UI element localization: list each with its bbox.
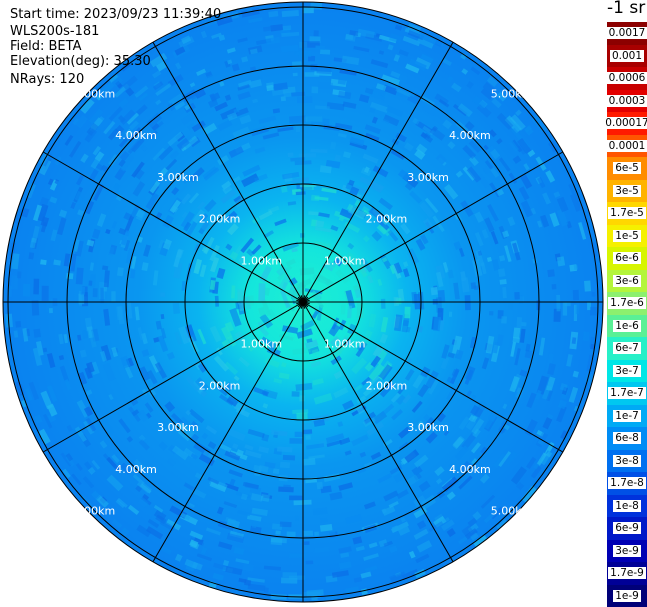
range-ring-label: 1.00km xyxy=(324,254,366,267)
azimuth-spokes xyxy=(3,2,603,602)
colorbar-level: 1.7e-7 xyxy=(607,382,647,405)
colorbar-level: 3e-6 xyxy=(607,269,647,292)
colorbar-level-label: 1e-9 xyxy=(613,589,641,602)
range-ring-label: 2.00km xyxy=(199,379,241,392)
colorbar-level: 3e-5 xyxy=(607,179,647,202)
range-ring-label: 3.00km xyxy=(157,171,199,184)
colorbar-level: 1.7e-5 xyxy=(607,202,647,225)
colorbar-level: 1e-9 xyxy=(607,584,647,607)
colorbar-level-label: 1e-6 xyxy=(613,319,641,332)
colorbar-level-label: 0.0001 xyxy=(606,139,647,152)
colorbar-level: 6e-9 xyxy=(607,517,647,540)
colorbar-level-label: 3e-5 xyxy=(613,184,641,197)
colorbar-level-label: 3e-9 xyxy=(613,544,641,557)
range-ring-label: 2.00km xyxy=(199,213,241,226)
colorbar-level: 1.7e-8 xyxy=(607,472,647,495)
colorbar-level: 0.0003 xyxy=(606,89,647,112)
colorbar-level-label: 0.0006 xyxy=(606,72,647,85)
colorbar-level: 0.0001 xyxy=(606,134,647,157)
range-ring-label: 1.00km xyxy=(324,338,366,351)
colorbar-level: 1e-8 xyxy=(607,494,647,517)
range-ring-label: 1.00km xyxy=(241,338,283,351)
colorbar-level-label: 1.7e-9 xyxy=(608,567,646,580)
colorbar-level-label: 1e-7 xyxy=(613,409,641,422)
range-ring-label: 3.00km xyxy=(407,171,449,184)
range-ring-label: 4.00km xyxy=(449,463,491,476)
center-marker xyxy=(300,295,306,309)
colorbar-level: 1.7e-6 xyxy=(607,292,647,315)
colorbar-level-label: 0.0003 xyxy=(606,94,647,107)
field-name: Field: BETA xyxy=(10,39,82,54)
range-ring-label: 3.00km xyxy=(407,421,449,434)
nrays: NRays: 120 xyxy=(10,72,85,87)
start-time: Start time: 2023/09/23 11:39:40 xyxy=(10,7,222,22)
colorbar-level: 3e-8 xyxy=(607,449,647,472)
colorbar-level-label: 1e-5 xyxy=(613,229,641,242)
range-ring-label: 5.00km xyxy=(74,505,116,518)
colorbar-level-label: 3e-8 xyxy=(613,454,641,467)
range-ring-label: 4.00km xyxy=(449,129,491,142)
colorbar-level: 6e-6 xyxy=(607,247,647,270)
colorbar-level-label: 1.7e-5 xyxy=(608,207,646,220)
range-ring-label: 5.00km xyxy=(74,87,116,100)
elevation: Elevation(deg): 35.30 xyxy=(10,54,151,69)
colorbar-level-label: 1.7e-7 xyxy=(608,387,646,400)
colorbar-level: 1e-6 xyxy=(607,314,647,337)
colorbar-level: 1e-5 xyxy=(607,224,647,247)
range-ring-label: 2.00km xyxy=(366,379,408,392)
colorbar-level-label: 0.001 xyxy=(609,49,645,62)
colorbar-level: 0.0006 xyxy=(606,67,647,90)
range-ring-label: 5.00km xyxy=(491,505,533,518)
range-ring-label: 3.00km xyxy=(157,421,199,434)
colorbar-level: 6e-8 xyxy=(607,427,647,450)
colorbar-level-label: 6e-9 xyxy=(613,522,641,535)
colorbar-level: 6e-7 xyxy=(607,337,647,360)
colorbar-level-label: 0.00017 xyxy=(603,117,647,130)
colorbar-level: 6e-5 xyxy=(607,157,647,180)
colorbar-level: 0.001 xyxy=(607,44,647,67)
colorbar-level: 3e-9 xyxy=(607,539,647,562)
colorbar-level-label: 6e-5 xyxy=(613,162,641,175)
range-ring-label: 4.00km xyxy=(115,463,157,476)
colorbar-level: 1e-7 xyxy=(607,404,647,427)
range-ring-label: 2.00km xyxy=(366,213,408,226)
range-ring-label: 5.00km xyxy=(491,87,533,100)
colorbar-level-label: 1.7e-6 xyxy=(608,297,646,310)
range-ring-label: 4.00km xyxy=(115,129,157,142)
colorbar-level: 1.7e-9 xyxy=(607,562,647,585)
instrument-name: WLS200s-181 xyxy=(10,24,100,39)
colorbar-level-label: 3e-7 xyxy=(613,364,641,377)
colorbar-level: 0.00017 xyxy=(603,112,647,135)
colorbar-level-label: 6e-8 xyxy=(613,432,641,445)
colorbar-unit: -1 sr xyxy=(607,0,646,18)
range-ring-labels: 1.00km 1.00km 1.00km 1.00km 2.00km 2.00km 2.00… xyxy=(74,87,533,517)
colorbar-level-label: 3e-6 xyxy=(613,274,641,287)
colorbar-level-label: 6e-6 xyxy=(613,252,641,265)
colorbar-level-label: 6e-7 xyxy=(613,342,641,355)
colorbar-level-label: 1e-8 xyxy=(613,499,641,512)
ppi-plot: 1.00km 1.00km 1.00km 1.00km 2.00km 2.00km 2.00… xyxy=(2,1,604,603)
colorbar-level-label: 0.0017 xyxy=(606,27,647,40)
colorbar-level: 3e-7 xyxy=(607,359,647,382)
range-ring-label: 1.00km xyxy=(241,254,283,267)
colorbar-level: 0.0017 xyxy=(606,22,647,45)
colorbar-level-label: 1.7e-8 xyxy=(608,477,646,490)
